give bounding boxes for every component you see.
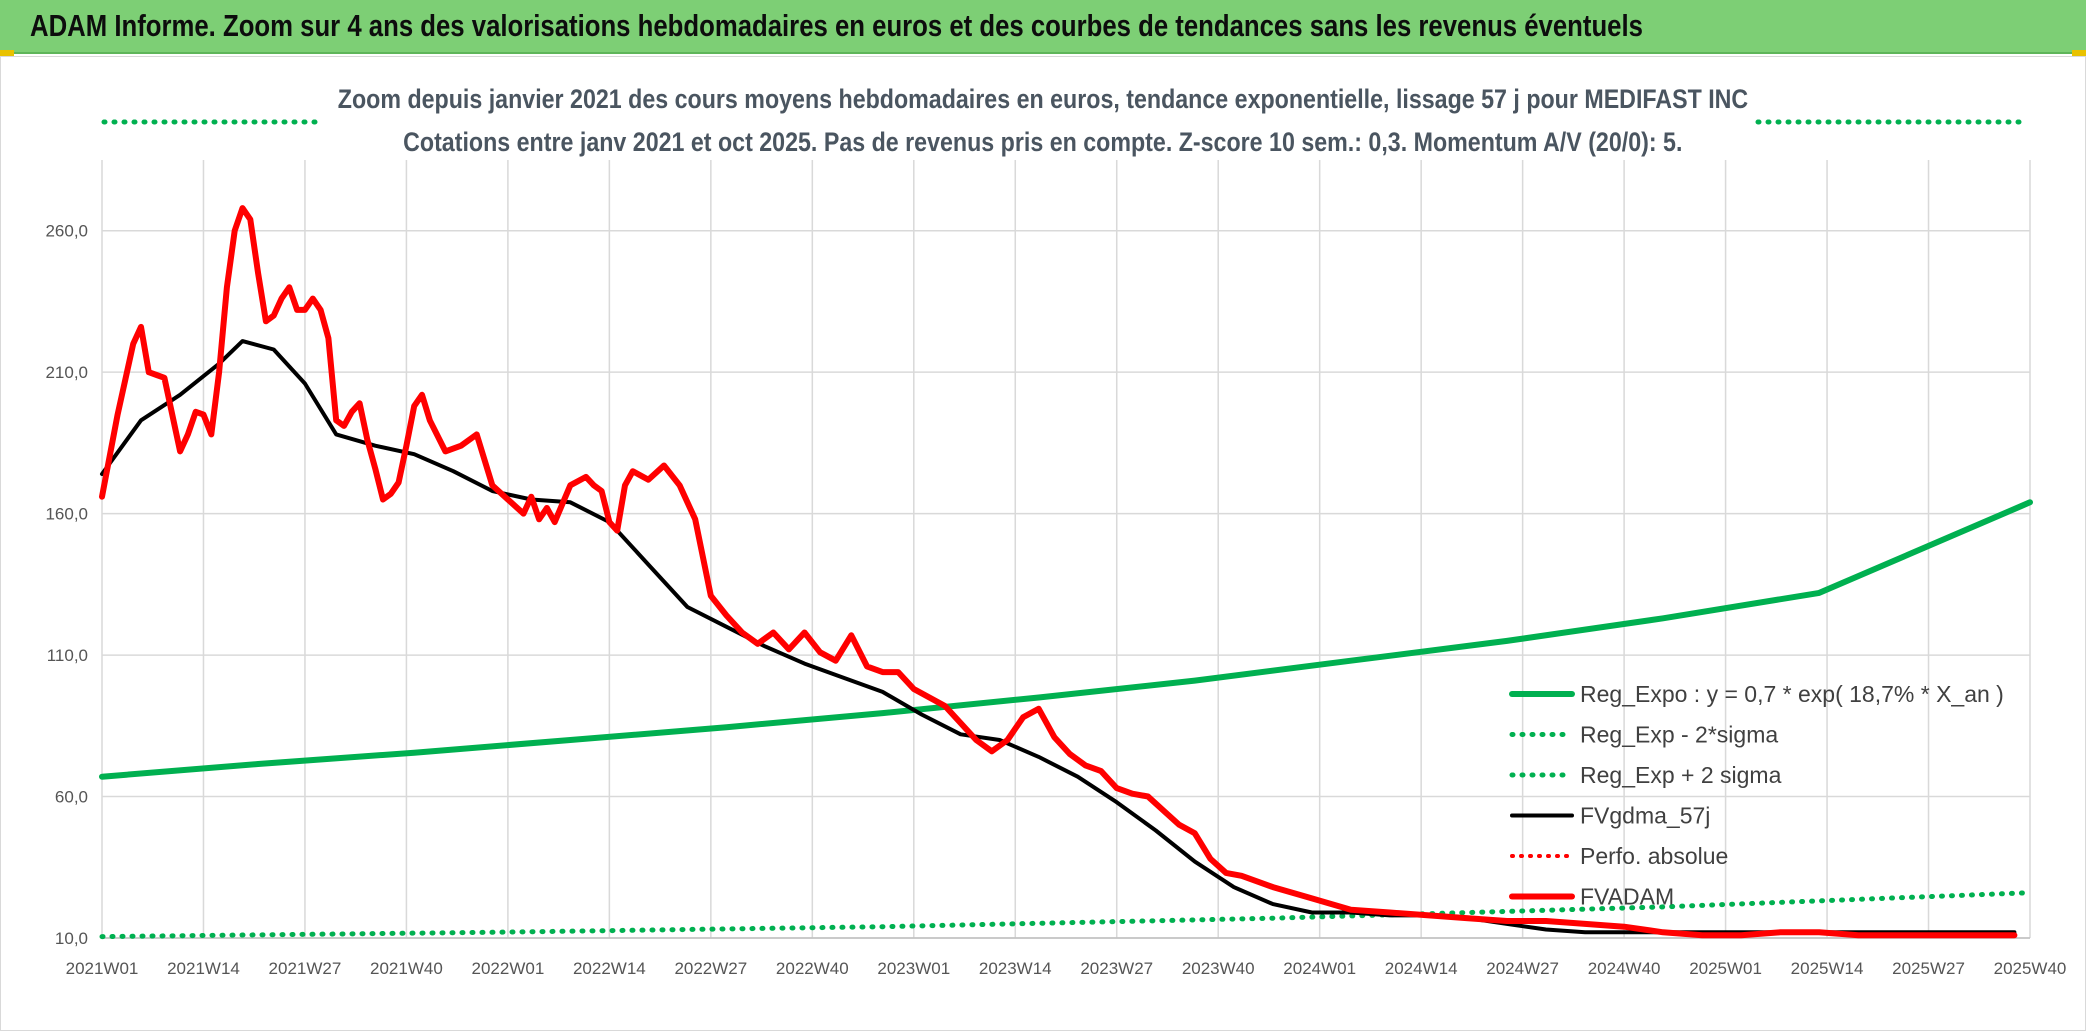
x-tick-label: 2021W01 [66, 959, 139, 978]
x-tick-label: 2023W27 [1080, 959, 1153, 978]
x-tick-label: 2024W27 [1486, 959, 1559, 978]
x-tick-label: 2023W14 [979, 959, 1052, 978]
x-tick-label: 2022W14 [573, 959, 646, 978]
banner-accent-right [2072, 50, 2086, 56]
y-tick-label: 60,0 [55, 788, 88, 807]
x-tick-label: 2024W14 [1385, 959, 1458, 978]
y-tick-label: 210,0 [45, 363, 88, 382]
report-banner: ADAM Informe. Zoom sur 4 ans des valoris… [0, 0, 2086, 54]
y-tick-label: 110,0 [47, 646, 88, 665]
y-tick-label: 160,0 [45, 505, 88, 524]
x-tick-label: 2025W14 [1791, 959, 1864, 978]
x-tick-label: 2024W40 [1588, 959, 1661, 978]
legend-label: Perfo. absolue [1580, 843, 1728, 869]
legend-label: FVADAM [1580, 884, 1674, 910]
series-line-1 [99, 890, 2033, 940]
x-tick-label: 2022W27 [674, 959, 747, 978]
legend-label: FVgdma_57j [1580, 803, 1710, 829]
y-tick-label: 10,0 [55, 929, 88, 948]
x-tick-label: 2021W14 [167, 959, 240, 978]
x-tick-label: 2025W40 [1994, 959, 2067, 978]
chart-subtitle: Cotations entre janv 2021 et oct 2025. P… [403, 127, 1683, 157]
legend-label: Reg_Exp + 2 sigma [1580, 762, 1782, 788]
x-tick-label: 2023W01 [877, 959, 950, 978]
x-tick-label: 2025W27 [1892, 959, 1965, 978]
report-title: ADAM Informe. Zoom sur 4 ans des valoris… [30, 8, 1643, 43]
series-line-0 [99, 499, 2033, 780]
x-tick-label: 2024W01 [1283, 959, 1356, 978]
x-tick-label: 2022W40 [776, 959, 849, 978]
legend-label: Reg_Expo : y = 0,7 * exp( 18,7% * X_an ) [1580, 681, 2004, 707]
chart-title: Zoom depuis janvier 2021 des cours moyen… [337, 84, 1749, 114]
x-tick-label: 2021W40 [370, 959, 443, 978]
legend-label: Reg_Exp - 2*sigma [1580, 722, 1778, 748]
banner-accent-left [0, 50, 14, 56]
x-tick-label: 2023W40 [1182, 959, 1255, 978]
y-tick-label: 260,0 [45, 222, 88, 241]
x-tick-label: 2022W01 [472, 959, 545, 978]
series-line-5 [99, 205, 2018, 939]
x-tick-label: 2025W01 [1689, 959, 1762, 978]
x-tick-label: 2021W27 [269, 959, 342, 978]
